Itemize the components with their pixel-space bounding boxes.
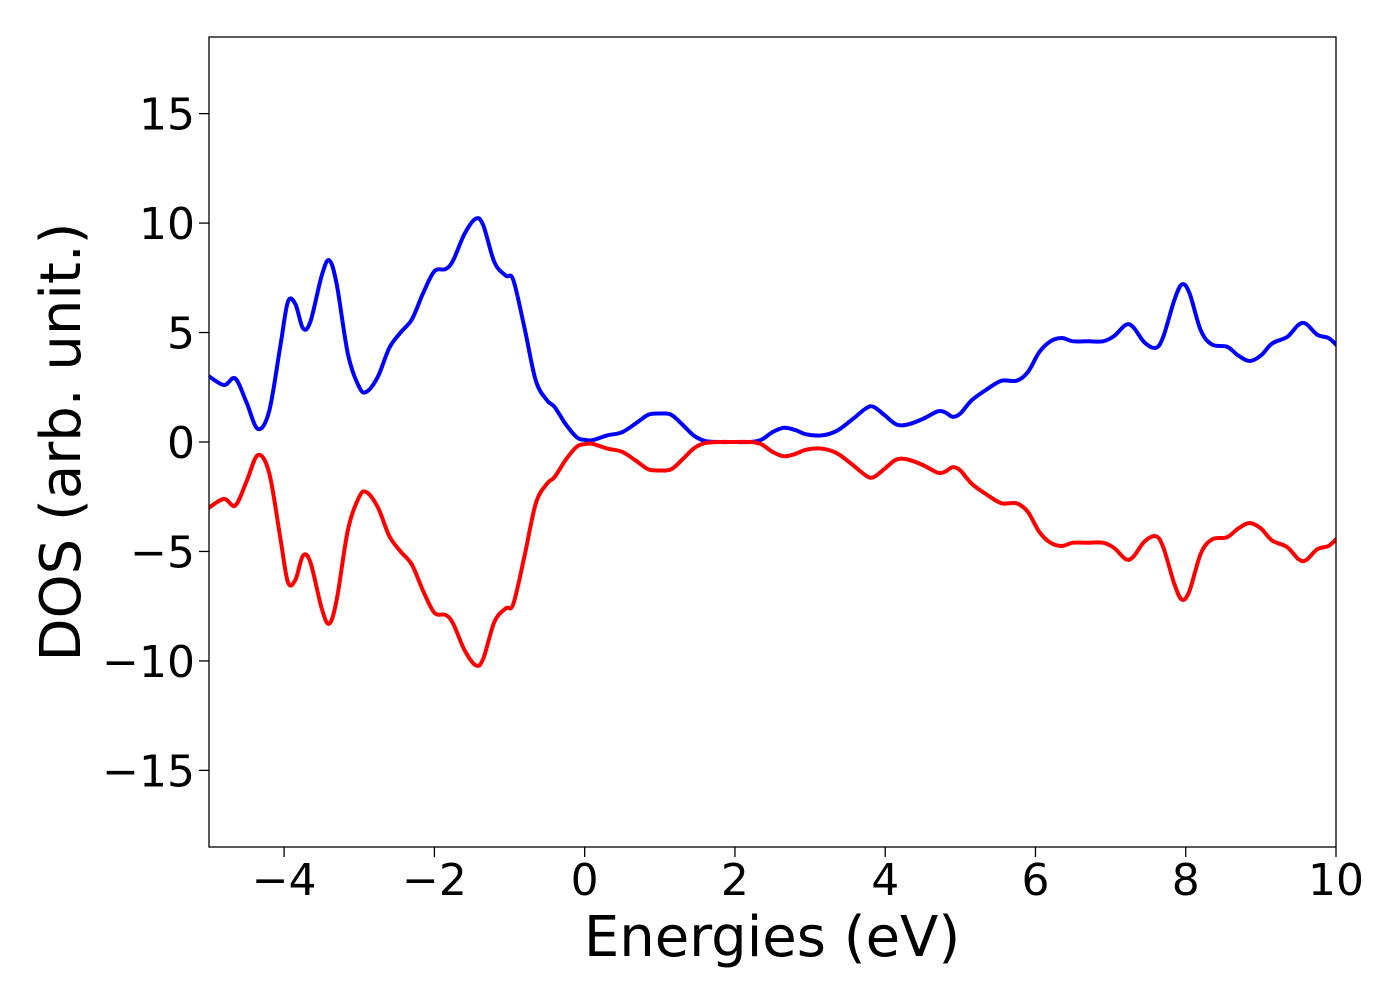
x-tick-label: 2 bbox=[721, 855, 749, 906]
y-tick-label: 5 bbox=[167, 309, 195, 360]
x-tick-label: −2 bbox=[402, 855, 467, 906]
y-axis: −15 −10 −5 0 5 10 15 bbox=[102, 90, 209, 797]
y-axis-label: DOS (arb. unit.) bbox=[29, 222, 94, 661]
x-axis: −4 −2 0 2 4 6 8 10 bbox=[252, 847, 1364, 906]
y-tick-label: 0 bbox=[167, 418, 195, 469]
x-tick-label: 4 bbox=[871, 855, 899, 906]
series-layer bbox=[209, 216, 1336, 668]
x-axis-label: Energies (eV) bbox=[584, 905, 960, 970]
y-tick-label: 15 bbox=[139, 90, 195, 141]
x-tick-label: −4 bbox=[252, 855, 317, 906]
x-tick-label: 8 bbox=[1172, 855, 1200, 906]
x-tick-label: 6 bbox=[1021, 855, 1049, 906]
dos-series-2-line bbox=[209, 439, 1336, 668]
y-tick-label: −15 bbox=[102, 746, 195, 797]
x-tick-label: 0 bbox=[571, 855, 599, 906]
plot-background bbox=[209, 37, 1336, 847]
x-tick-label: 10 bbox=[1308, 855, 1364, 906]
y-tick-label: −10 bbox=[102, 637, 195, 688]
y-tick-label: 10 bbox=[139, 199, 195, 250]
y-tick-label: −5 bbox=[130, 527, 195, 578]
